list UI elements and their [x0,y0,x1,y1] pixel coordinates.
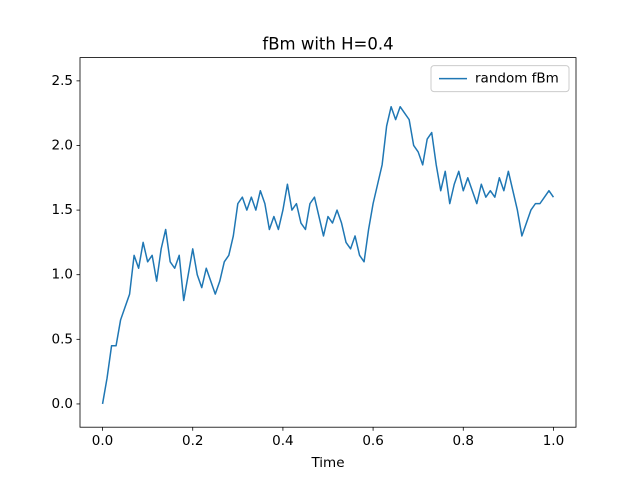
y-tick-label: 2.5 [52,73,73,89]
x-axis-label: Time [310,455,344,471]
axes-frame [79,57,577,428]
legend-label: random fBm [475,71,559,87]
y-tick-label: 2.0 [52,137,73,153]
x-tick-label: 0.0 [92,433,113,449]
chart-title: fBm with H=0.4 [262,35,393,54]
x-tick-label: 0.8 [453,433,474,449]
x-tick-label: 0.4 [272,433,293,449]
x-tick-label: 0.2 [182,433,203,449]
x-tick-label: 1.0 [543,433,564,449]
x-tick-label: 0.6 [362,433,383,449]
y-tick-label: 1.5 [52,202,73,218]
y-tick-label: 1.0 [52,267,73,283]
data-line [101,105,555,405]
legend-box [430,65,570,93]
y-tick-label: 0.0 [52,396,73,412]
y-tick-label: 0.5 [52,331,73,347]
